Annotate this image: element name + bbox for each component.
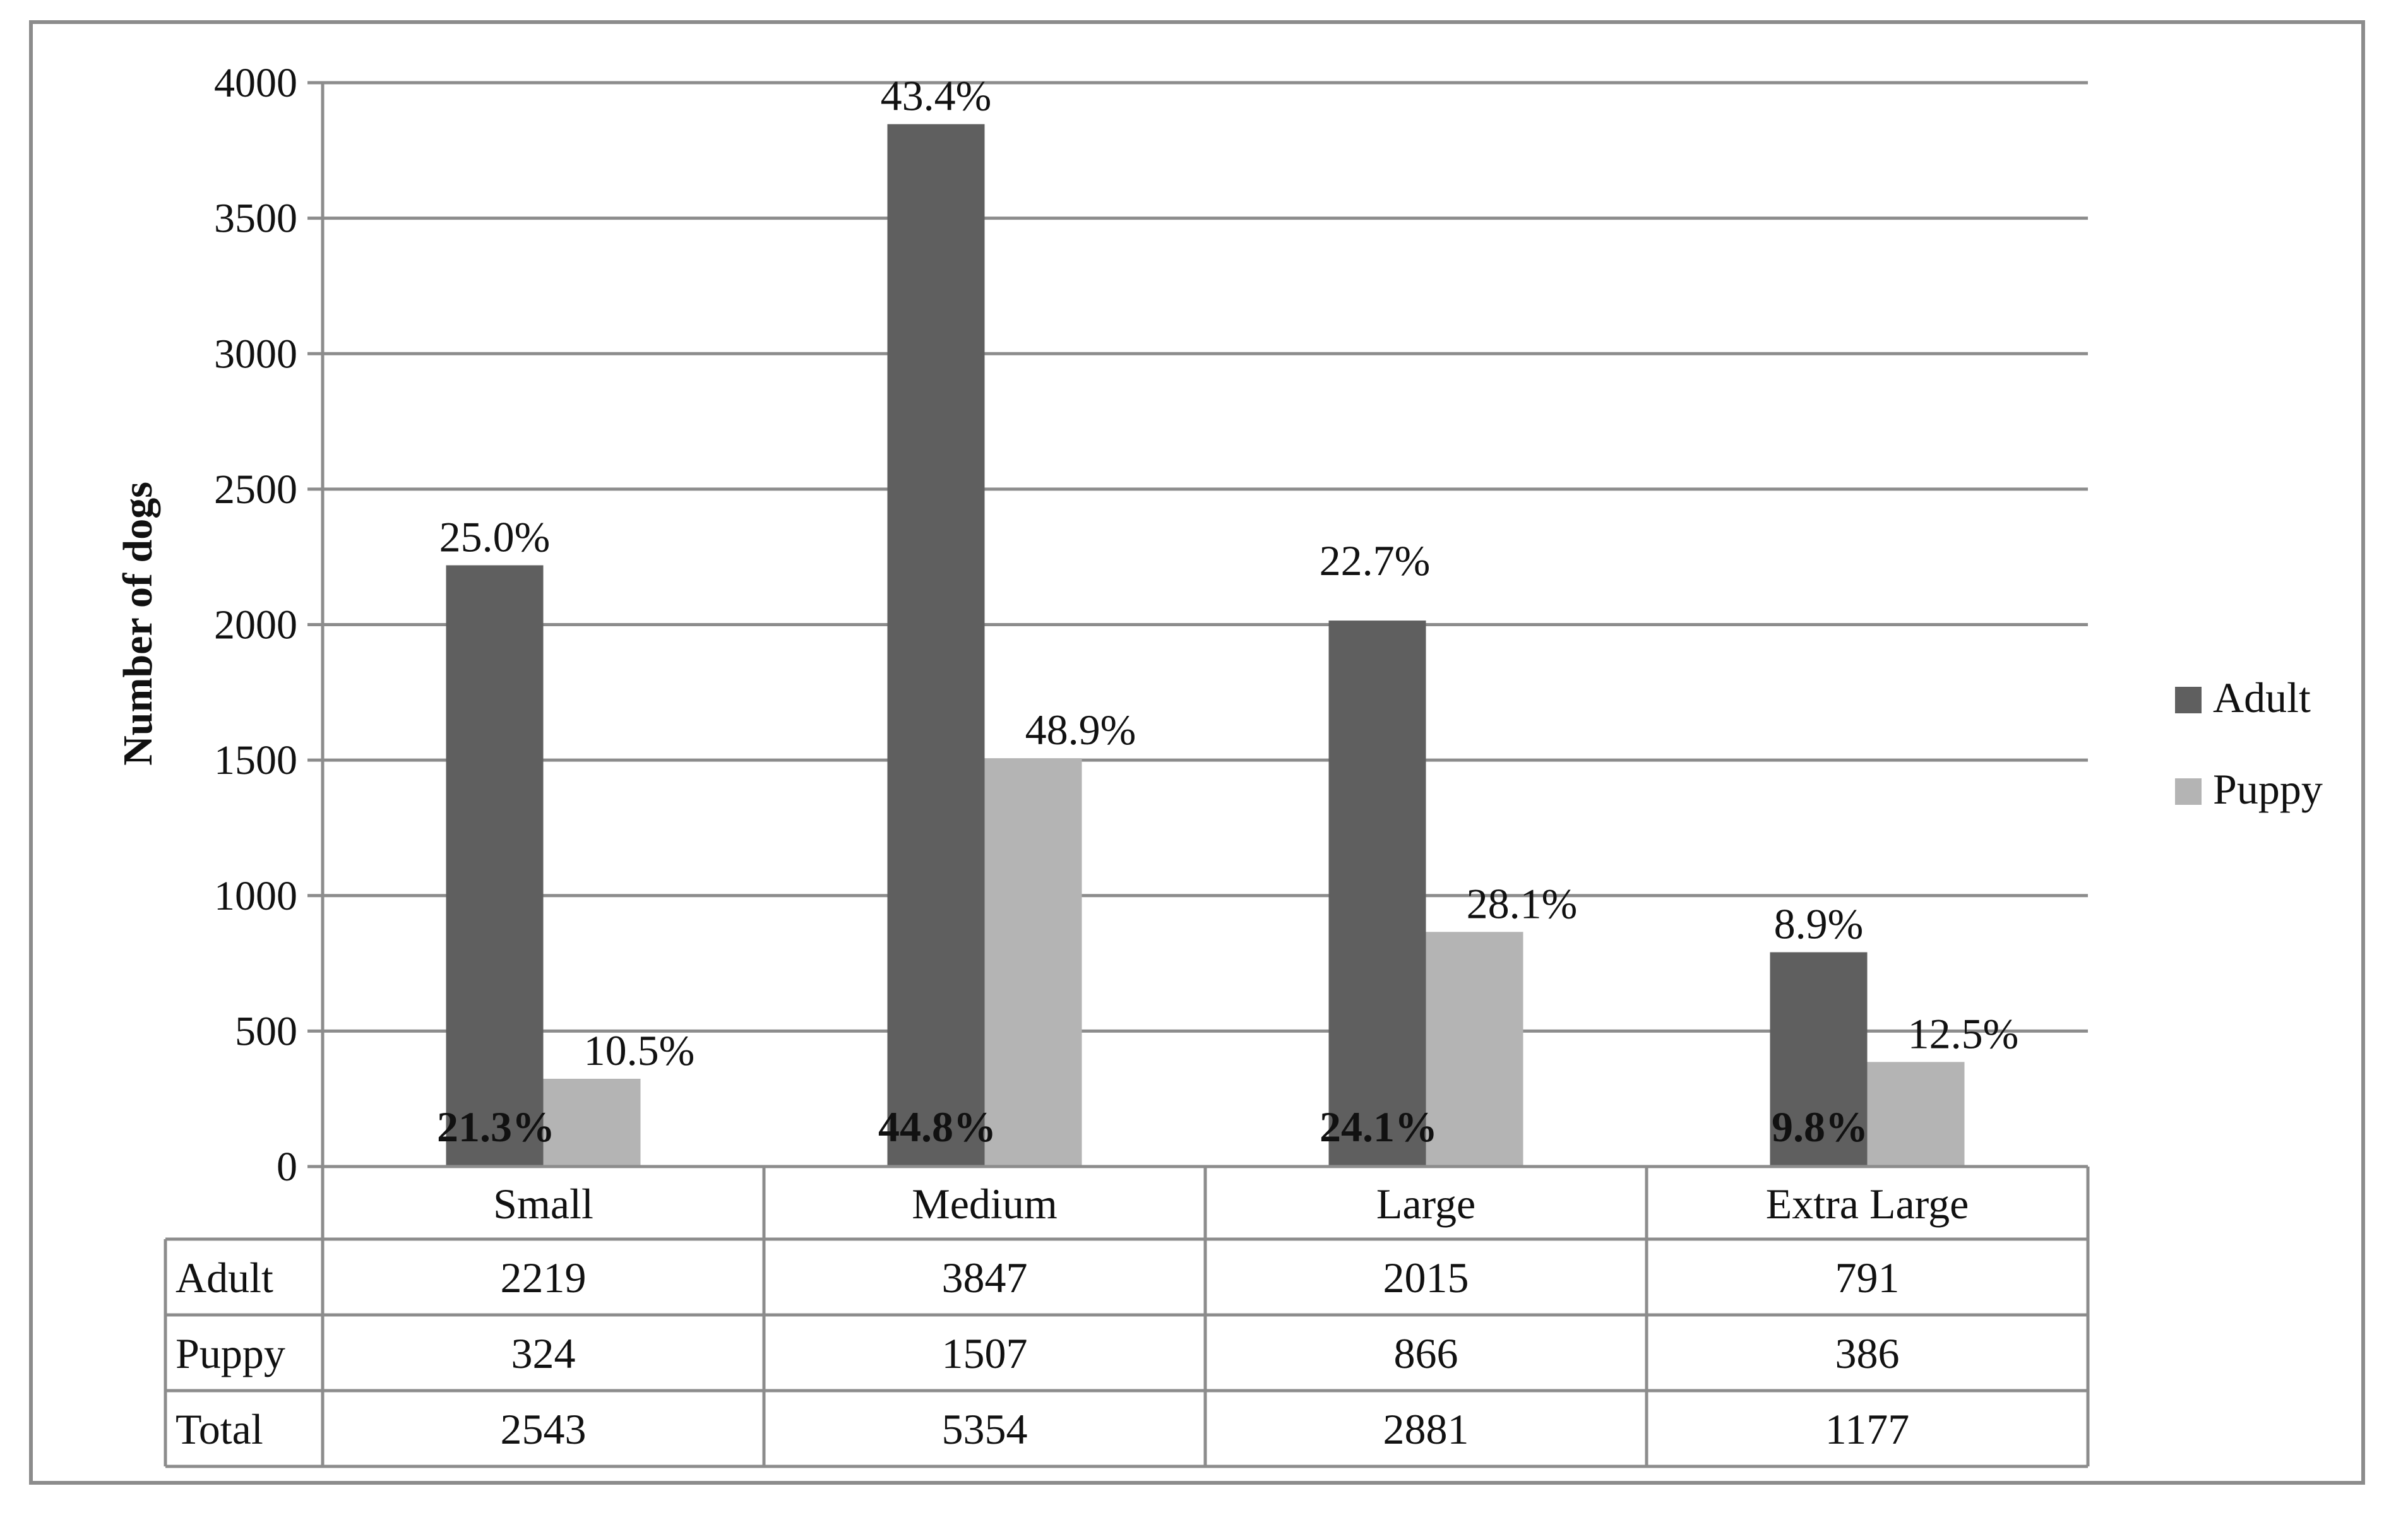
table-cell: 1507 xyxy=(942,1329,1028,1377)
bar-percent-label: 48.9% xyxy=(1025,706,1136,754)
y-axis: 0 500 1000 1500 2000 2500 3000 3500 4000 xyxy=(214,60,325,1190)
table-cell: 866 xyxy=(1394,1329,1458,1377)
data-labels: 25.0% 10.5% 21.3% 43.4% 48.9% 44.8% 22.7% 28.1%… xyxy=(437,72,2018,1151)
data-table: Small Medium Large Extra Large Adult 2219 3847… xyxy=(164,1165,2090,1468)
y-tick-label: 2000 xyxy=(214,602,297,648)
chart-frame: 25.0% 10.5% 21.3% 43.4% 48.9% 44.8% 22.7% 28.1%… xyxy=(29,20,2365,1485)
category-label: Small xyxy=(493,1180,593,1228)
legend: Adult Puppy xyxy=(2175,674,2323,813)
table-cell: 2015 xyxy=(1383,1254,1469,1302)
table-cell: 3847 xyxy=(942,1254,1028,1302)
category-share-label: 21.3% xyxy=(437,1103,555,1151)
y-tick-label: 0 xyxy=(277,1144,297,1190)
table-cell: 2219 xyxy=(501,1254,587,1302)
y-tick-label: 3500 xyxy=(214,196,297,242)
gridlines xyxy=(323,81,2088,1033)
category-share-label: 9.8% xyxy=(1772,1103,1868,1151)
y-tick-label: 4000 xyxy=(214,60,297,106)
table-cell: 386 xyxy=(1835,1329,1900,1377)
y-tick-label: 3000 xyxy=(214,331,297,377)
table-cell: 1177 xyxy=(1825,1405,1909,1453)
category-label: Medium xyxy=(912,1180,1057,1228)
bar-adult-large xyxy=(1328,621,1426,1167)
legend-label-puppy: Puppy xyxy=(2213,765,2323,813)
bar-percent-label: 43.4% xyxy=(881,72,992,120)
bar-puppy-small xyxy=(543,1078,641,1167)
table-row-label: Adult xyxy=(176,1254,273,1302)
y-axis-title: Number of dogs xyxy=(115,482,161,766)
bar-puppy-large xyxy=(1426,932,1523,1167)
legend-swatch-puppy xyxy=(2175,778,2202,805)
bar-percent-label: 12.5% xyxy=(1908,1009,2019,1057)
y-tick-label: 1500 xyxy=(214,737,297,783)
table-row-label: Total xyxy=(176,1405,263,1453)
bar-percent-label: 22.7% xyxy=(1320,537,1431,585)
table-cell: 324 xyxy=(511,1329,576,1377)
bar-puppy-medium xyxy=(984,758,1082,1167)
table-cell: 5354 xyxy=(942,1405,1028,1453)
bar-adult-small xyxy=(446,565,544,1167)
bar-percent-label: 25.0% xyxy=(439,513,551,561)
bar-adult-extra-large xyxy=(1770,952,1868,1167)
bar-adult-medium xyxy=(887,124,985,1167)
legend-label-adult: Adult xyxy=(2213,674,2311,722)
y-tick-label: 1000 xyxy=(214,873,297,919)
table-cell: 2543 xyxy=(501,1405,587,1453)
category-share-label: 24.1% xyxy=(1320,1103,1438,1151)
bar-percent-label: 8.9% xyxy=(1774,900,1864,948)
bar-puppy-extra-large xyxy=(1867,1062,1965,1167)
table-cell: 791 xyxy=(1835,1254,1900,1302)
y-tick-label: 2500 xyxy=(214,466,297,513)
y-tick-label: 500 xyxy=(235,1008,297,1054)
bar-percent-label: 10.5% xyxy=(584,1026,695,1074)
table-row-label: Puppy xyxy=(176,1329,285,1377)
bar-chart: 25.0% 10.5% 21.3% 43.4% 48.9% 44.8% 22.7% 28.1%… xyxy=(115,60,2323,1468)
bars xyxy=(446,124,1965,1167)
table-cell: 2881 xyxy=(1383,1405,1469,1453)
bar-percent-label: 28.1% xyxy=(1467,879,1578,927)
legend-swatch-adult xyxy=(2175,687,2202,713)
category-label: Large xyxy=(1376,1180,1475,1228)
category-label: Extra Large xyxy=(1766,1180,1969,1228)
category-share-label: 44.8% xyxy=(878,1103,996,1151)
